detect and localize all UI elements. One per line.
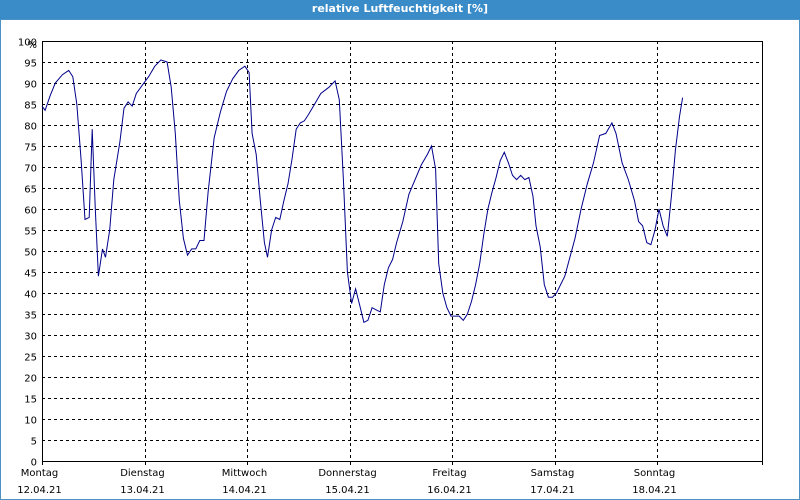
x-tick-date-label: 15.04.21 bbox=[325, 485, 370, 496]
y-tick-label: 35 bbox=[24, 311, 37, 322]
y-tick-label: 40 bbox=[24, 290, 37, 301]
x-tick-day-label: Mittwoch bbox=[222, 468, 267, 479]
y-tick-label: 55 bbox=[24, 227, 37, 238]
x-tick-day-label: Sonntag bbox=[634, 468, 676, 479]
x-tick-date-label: 17.04.21 bbox=[530, 485, 575, 496]
chart-title: relative Luftfeuchtigkeit [%] bbox=[0, 0, 800, 19]
x-tick-day-label: Samstag bbox=[531, 468, 575, 479]
y-tick-label: 30 bbox=[24, 332, 37, 343]
y-tick-label: 45 bbox=[24, 269, 37, 280]
y-tick-label: 25 bbox=[24, 353, 37, 364]
plot-area bbox=[42, 41, 763, 462]
x-axis-ticks: Montag 12.04.21 Dienstag 13.04.21 Mittwoch 14… bbox=[17, 461, 763, 496]
y-tick-label: 60 bbox=[24, 206, 37, 217]
x-tick-date-label: 16.04.21 bbox=[427, 485, 472, 496]
y-tick-label: 5 bbox=[31, 437, 37, 448]
y-tick-label: 80 bbox=[24, 122, 37, 133]
y-tick-label: 100 bbox=[18, 38, 37, 49]
x-tick-day-label: Freitag bbox=[432, 468, 466, 479]
x-tick-date-label: 13.04.21 bbox=[120, 485, 165, 496]
grid-lines bbox=[42, 41, 762, 461]
y-tick-label: 70 bbox=[24, 164, 37, 175]
x-tick-date-label: 14.04.21 bbox=[222, 485, 267, 496]
y-tick-label: 10 bbox=[24, 416, 37, 427]
y-axis-unit-label: % bbox=[27, 40, 37, 51]
x-tick-day-label: Montag bbox=[21, 468, 58, 479]
x-tick-day-label: Donnerstag bbox=[318, 468, 376, 479]
x-tick-day-label: Dienstag bbox=[120, 468, 165, 479]
y-tick-label: 20 bbox=[24, 374, 37, 385]
y-tick-label: 15 bbox=[24, 395, 37, 406]
y-tick-label: 75 bbox=[24, 143, 37, 154]
y-axis-ticks: 0 5 10 15 20 25 30 35 40 45 50 55 60 65 70 75 80 85 90 95 10… bbox=[18, 38, 37, 469]
x-tick-date-label: 18.04.21 bbox=[632, 485, 677, 496]
x-tick-date-label: 12.04.21 bbox=[17, 485, 62, 496]
series-line-humidity bbox=[41, 59, 684, 324]
y-tick-label: 65 bbox=[24, 185, 37, 196]
y-tick-label: 0 bbox=[31, 458, 37, 469]
y-tick-label: 90 bbox=[24, 80, 37, 91]
y-tick-label: 95 bbox=[24, 59, 37, 70]
y-tick-label: 50 bbox=[24, 248, 37, 259]
y-tick-label: 85 bbox=[24, 101, 37, 112]
